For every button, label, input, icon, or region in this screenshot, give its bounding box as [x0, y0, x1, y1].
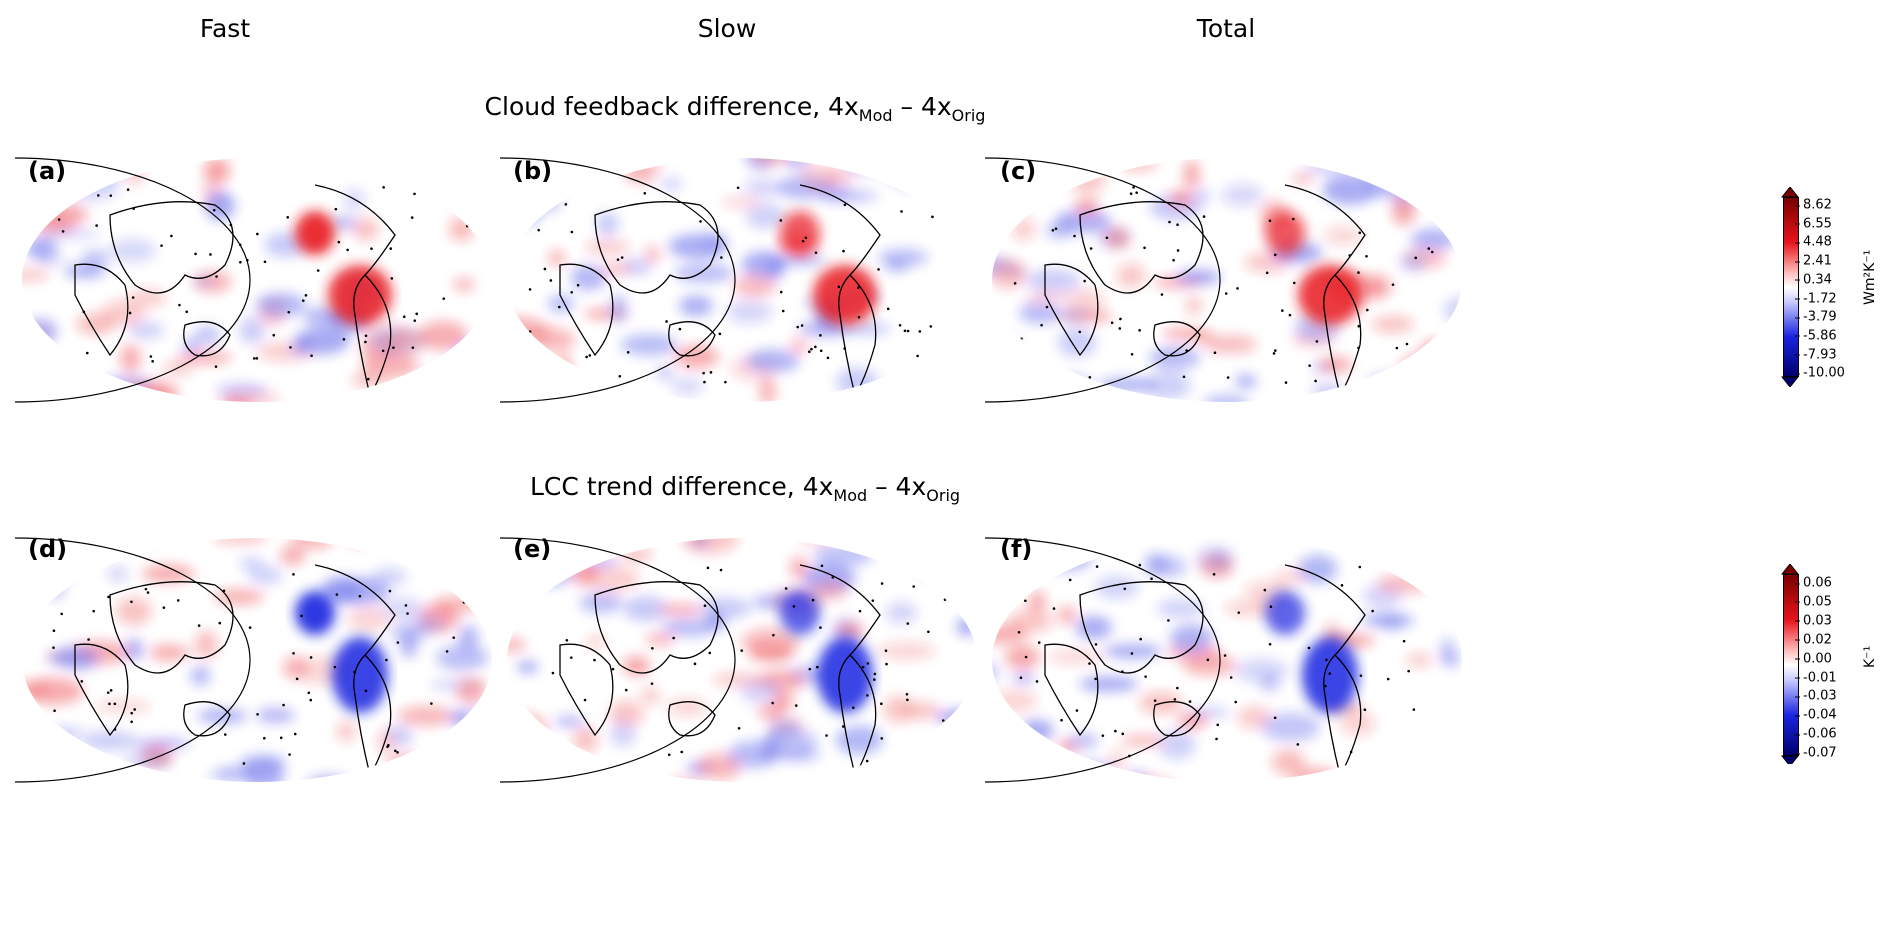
map-panel-b — [500, 157, 977, 403]
column-title-slow: Slow — [697, 14, 757, 43]
colorbar-tick: -5.86 — [1795, 328, 1837, 344]
colorbar-tick: -0.01 — [1795, 670, 1837, 685]
colorbar-tick: 0.34 — [1795, 272, 1832, 288]
map-panel-e — [500, 537, 977, 783]
colorbar-tick: -0.03 — [1795, 688, 1837, 704]
colorbar-extend-arrows — [1781, 564, 1799, 764]
panel-label-b: (b) — [513, 157, 553, 185]
colorbar-tick: -10.00 — [1795, 365, 1845, 381]
colorbar-extend-arrows — [1781, 187, 1799, 387]
colorbar-tick: -0.06 — [1795, 726, 1837, 742]
colorbar-tick: 0.06 — [1795, 575, 1832, 591]
panel-label-a: (a) — [28, 157, 67, 185]
row-title-cloud-feedback: Cloud feedback difference, 4xMod – 4xOri… — [484, 92, 986, 125]
map-panel-d — [15, 537, 492, 783]
colorbar-tick: 8.62 — [1795, 197, 1832, 213]
colorbar-tick: 0.00 — [1795, 651, 1832, 667]
colorbar-tick: 2.41 — [1795, 253, 1832, 269]
colorbar-tick: -7.93 — [1795, 347, 1837, 363]
colorbar-unit-cloud: Wm²K⁻¹ — [1862, 249, 1878, 305]
column-title-fast: Fast — [199, 14, 251, 43]
column-title-total: Total — [1196, 14, 1256, 43]
colorbar-tick: 0.03 — [1795, 613, 1832, 629]
colorbar-unit-lcc: K⁻¹ — [1862, 645, 1878, 668]
row-title-lcc-trend: LCC trend difference, 4xMod – 4xOrig — [529, 472, 961, 505]
colorbar-tick: 6.55 — [1795, 216, 1832, 232]
colorbar-tick: 0.02 — [1795, 632, 1832, 648]
map-panel-a — [15, 157, 492, 403]
colorbar-tick: -1.72 — [1795, 291, 1837, 306]
colorbar-tick: -0.07 — [1795, 745, 1837, 761]
map-panel-c — [985, 157, 1462, 403]
panel-label-c: (c) — [1000, 157, 1037, 185]
colorbar-tick: -0.04 — [1795, 707, 1837, 723]
colorbar-tick: 0.05 — [1795, 594, 1832, 610]
colorbar-tick: 4.48 — [1795, 234, 1832, 250]
colorbar-tick: -3.79 — [1795, 309, 1837, 325]
map-panel-f — [985, 537, 1462, 783]
